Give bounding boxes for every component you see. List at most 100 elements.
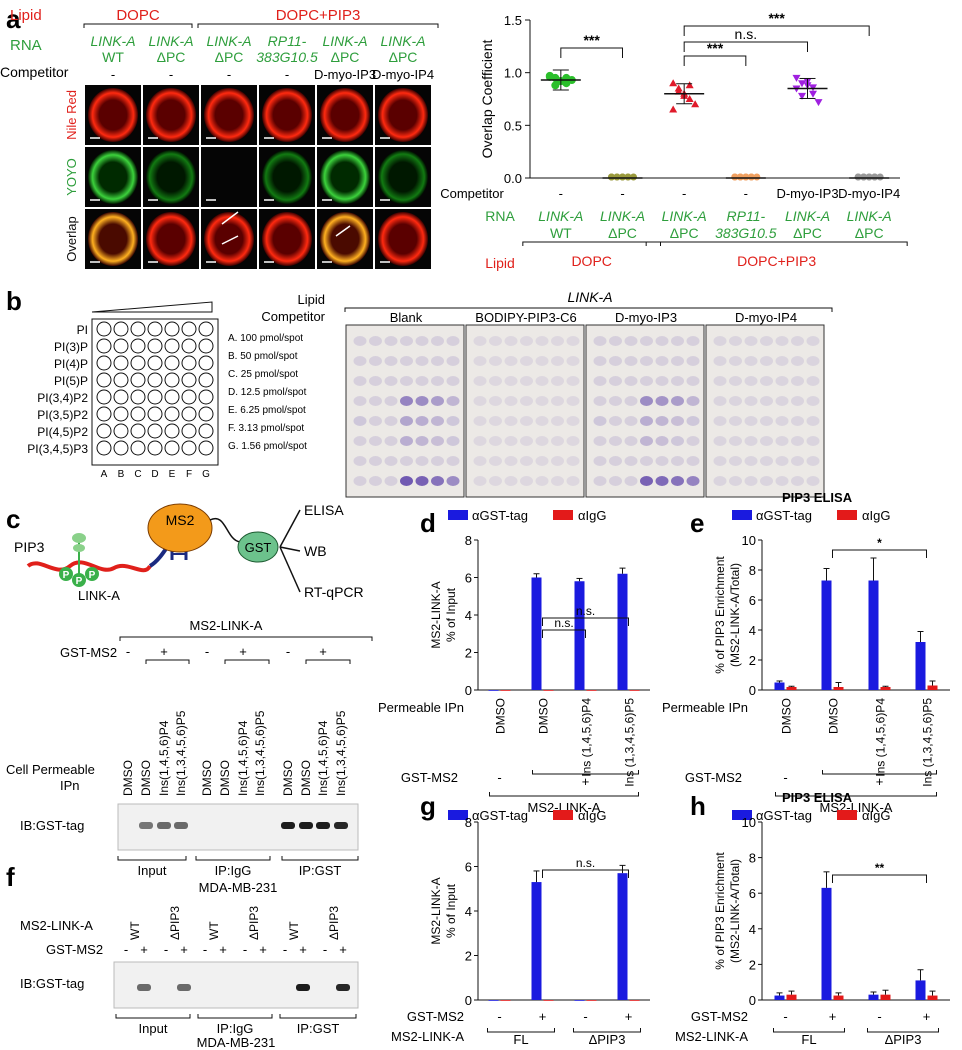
significance-label: ** — [875, 861, 885, 875]
y-tick-label: 6 — [465, 571, 472, 586]
panel-label-f: f — [6, 862, 15, 892]
output-label-0: ELISA — [304, 502, 344, 518]
membrane-spot — [671, 476, 684, 486]
lipid-spot — [147, 423, 163, 439]
category-label: DMSO — [827, 698, 841, 734]
legend-label: αIgG — [578, 508, 606, 523]
membrane-spot — [609, 416, 622, 426]
row-label: GST-MS2 — [407, 1009, 464, 1024]
bar-igg — [786, 994, 797, 1000]
blot-band — [296, 984, 310, 991]
lipid-spot — [164, 372, 180, 388]
y-tick-label: 8 — [749, 851, 756, 866]
bar-igg — [786, 687, 797, 690]
group-bracket — [195, 856, 271, 861]
cell-line-label: MDA-MB-231 — [199, 880, 278, 895]
membrane-spot — [775, 436, 789, 446]
membrane-spot — [760, 396, 773, 406]
image-row-label-2: Overlap — [64, 216, 79, 262]
lipid-spot — [198, 372, 214, 388]
vesicle-r2-c3 — [262, 212, 312, 266]
legend-swatch-igg — [837, 510, 857, 520]
membrane-spot — [609, 356, 622, 366]
membrane-spot — [400, 336, 413, 346]
membrane-spot — [504, 396, 518, 406]
membrane-spot — [671, 336, 684, 346]
data-point — [685, 81, 694, 89]
membrane-spot — [806, 336, 820, 346]
lipid-spot — [164, 355, 180, 371]
membrane-spot — [729, 376, 742, 386]
panel-label-g: g — [420, 791, 436, 821]
membrane-spot — [431, 476, 444, 486]
membrane-spot — [431, 436, 444, 446]
lipid-spot — [164, 440, 180, 456]
bar-igg — [833, 687, 844, 690]
lipid-spot — [130, 406, 146, 422]
panel-a-microscopy: Lipid RNA Competitor DOPC DOPC+PIP3 LINK… — [0, 7, 439, 269]
rna-strand — [26, 560, 152, 573]
bar-igg — [629, 690, 640, 691]
rna-col-4-line1: LINK-A — [322, 33, 367, 49]
membrane-spot — [520, 376, 533, 386]
lipid-spot — [113, 321, 129, 337]
membrane-spot — [713, 396, 727, 406]
membrane-spot — [353, 396, 367, 406]
blot-band — [316, 822, 330, 829]
lipid-spot — [181, 423, 197, 439]
rna-value-line1: LINK-A — [847, 208, 892, 224]
y-tick-label: 4 — [749, 922, 756, 937]
membrane-spot — [686, 476, 700, 486]
competitor-col-2: - — [227, 67, 231, 82]
membrane-spot — [593, 376, 607, 386]
construct-label: MS2-LINK-A — [528, 800, 601, 815]
bar-gst — [774, 995, 785, 1000]
plus-bracket — [822, 770, 937, 775]
membrane-spot — [671, 356, 684, 366]
rna-value-line2: ΔPC — [670, 225, 699, 241]
membrane-spot — [655, 356, 669, 366]
membrane-spot — [760, 436, 773, 446]
membrane-spot — [775, 356, 789, 366]
lipid-spot — [113, 406, 129, 422]
membrane-spot — [400, 376, 413, 386]
membrane-spot — [384, 356, 398, 366]
construct-bracket — [775, 792, 937, 797]
competitor-col-5: D-myo-IP4 — [372, 67, 434, 82]
membrane-spot — [446, 416, 460, 426]
membrane-spot — [551, 356, 564, 366]
data-point — [674, 87, 683, 95]
gst-linker — [209, 517, 241, 543]
group-label: Input — [139, 1021, 168, 1036]
lipid-row-label: PI — [77, 323, 88, 337]
gst-sign: - — [203, 942, 207, 957]
panel-label-c: c — [6, 504, 20, 534]
membrane-spot — [609, 456, 622, 466]
lipid-spot — [130, 355, 146, 371]
membrane-spot — [713, 416, 727, 426]
membrane-spot — [431, 396, 444, 406]
membrane-spot — [473, 356, 487, 366]
blot-competitor-label: BODIPY-PIP3-C6 — [475, 310, 576, 325]
bar-gst — [617, 573, 628, 690]
membrane-spot — [353, 376, 367, 386]
spot-amount: A. 100 pmol/spot — [228, 333, 303, 344]
membrane-spot — [593, 336, 607, 346]
membrane-spot — [400, 416, 413, 426]
competitor-col-4: D-myo-IP3 — [314, 67, 376, 82]
membrane-spot — [473, 456, 487, 466]
membrane-spot — [806, 376, 820, 386]
membrane-spot — [744, 436, 758, 446]
construct-bracket — [119, 636, 373, 641]
membrane-spot — [744, 456, 758, 466]
legend-label: αGST-tag — [472, 508, 528, 523]
category-label: - — [783, 1009, 787, 1024]
y-tick-label: 10 — [742, 533, 756, 548]
pip3-head — [72, 533, 86, 543]
membrane-spot — [806, 436, 820, 446]
membrane-spot — [384, 456, 398, 466]
y-tick-label: 4 — [749, 623, 756, 638]
membrane-spot — [400, 396, 413, 406]
lane-label: Ins(1,3,4,5,6)P5 — [174, 710, 188, 796]
group-bracket — [117, 856, 187, 861]
